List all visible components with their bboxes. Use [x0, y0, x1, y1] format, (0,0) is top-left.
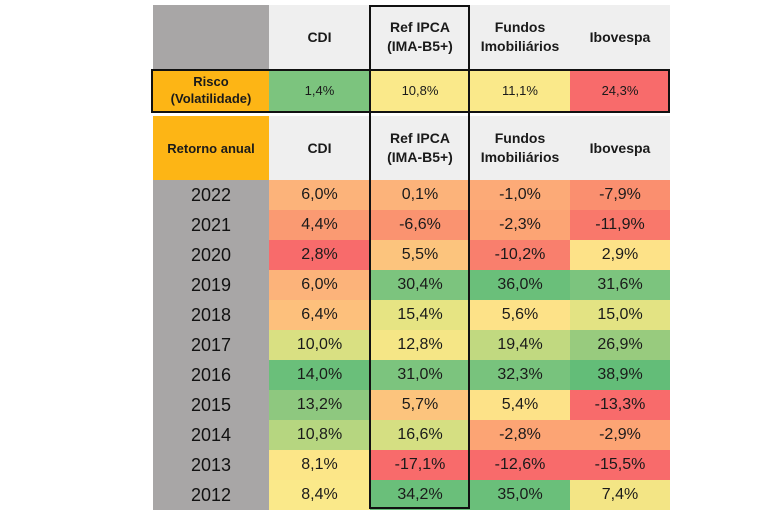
- year-cell: 2021: [153, 210, 269, 240]
- year-cell: 2014: [153, 420, 269, 450]
- table-row: 2020 2,8% 5,5% -10,2% 2,9%: [153, 240, 670, 270]
- return-fundos-imobiliarios: -12,6%: [470, 450, 570, 480]
- year-cell: 2018: [153, 300, 269, 330]
- header-fundos-imobiliarios: Fundos Imobiliários: [470, 5, 570, 69]
- table-row: 2021 4,4% -6,6% -2,3% -11,9%: [153, 210, 670, 240]
- return-fundos-imobiliarios: -2,8%: [470, 420, 570, 450]
- return-cdi: 2,8%: [269, 240, 370, 270]
- return-cdi: 4,4%: [269, 210, 370, 240]
- risk-label: Risco (Volatilidade): [153, 69, 269, 111]
- table-row: 2013 8,1% -17,1% -12,6% -15,5%: [153, 450, 670, 480]
- return-ibovespa: -7,9%: [570, 180, 670, 210]
- return-ref-ipca: 34,2%: [370, 480, 470, 510]
- returns-header-cdi: CDI: [269, 116, 370, 180]
- table-row: 2015 13,2% 5,7% 5,4% -13,3%: [153, 390, 670, 420]
- year-cell: 2022: [153, 180, 269, 210]
- return-ibovespa: 38,9%: [570, 360, 670, 390]
- table-row: 2019 6,0% 30,4% 36,0% 31,6%: [153, 270, 670, 300]
- return-cdi: 8,4%: [269, 480, 370, 510]
- return-ibovespa: -15,5%: [570, 450, 670, 480]
- year-cell: 2020: [153, 240, 269, 270]
- table-row: 2012 8,4% 34,2% 35,0% 7,4%: [153, 480, 670, 510]
- returns-label: Retorno anual: [153, 116, 269, 180]
- returns-header-row: Retorno anual CDI Ref IPCA (IMA-B5+) Fun…: [153, 116, 670, 180]
- return-cdi: 6,0%: [269, 180, 370, 210]
- year-cell: 2013: [153, 450, 269, 480]
- return-ref-ipca: 31,0%: [370, 360, 470, 390]
- header-cdi: CDI: [269, 5, 370, 69]
- return-fundos-imobiliarios: 5,4%: [470, 390, 570, 420]
- return-cdi: 6,0%: [269, 270, 370, 300]
- return-ref-ipca: 0,1%: [370, 180, 470, 210]
- risk-ibovespa: 24,3%: [570, 69, 670, 111]
- risk-row: Risco (Volatilidade) 1,4% 10,8% 11,1% 24…: [153, 69, 670, 111]
- return-fundos-imobiliarios: -2,3%: [470, 210, 570, 240]
- returns-header-fundos-imobiliarios: Fundos Imobiliários: [470, 116, 570, 180]
- return-cdi: 13,2%: [269, 390, 370, 420]
- return-cdi: 10,8%: [269, 420, 370, 450]
- return-fundos-imobiliarios: -1,0%: [470, 180, 570, 210]
- return-fundos-imobiliarios: 19,4%: [470, 330, 570, 360]
- year-cell: 2019: [153, 270, 269, 300]
- return-cdi: 14,0%: [269, 360, 370, 390]
- year-cell: 2015: [153, 390, 269, 420]
- return-fundos-imobiliarios: 36,0%: [470, 270, 570, 300]
- table-row: 2017 10,0% 12,8% 19,4% 26,9%: [153, 330, 670, 360]
- return-fundos-imobiliarios: 32,3%: [470, 360, 570, 390]
- table-row: 2022 6,0% 0,1% -1,0% -7,9%: [153, 180, 670, 210]
- table-row: 2016 14,0% 31,0% 32,3% 38,9%: [153, 360, 670, 390]
- return-ibovespa: 2,9%: [570, 240, 670, 270]
- return-ibovespa: -13,3%: [570, 390, 670, 420]
- year-cell: 2016: [153, 360, 269, 390]
- returns-header-ref-ipca: Ref IPCA (IMA-B5+): [370, 116, 470, 180]
- return-ref-ipca: -6,6%: [370, 210, 470, 240]
- table-row: 2014 10,8% 16,6% -2,8% -2,9%: [153, 420, 670, 450]
- risk-ref-ipca: 10,8%: [370, 69, 470, 111]
- return-fundos-imobiliarios: 5,6%: [470, 300, 570, 330]
- table-row: 2018 6,4% 15,4% 5,6% 15,0%: [153, 300, 670, 330]
- header-row: CDI Ref IPCA (IMA-B5+) Fundos Imobiliári…: [153, 5, 670, 69]
- return-ref-ipca: 16,6%: [370, 420, 470, 450]
- return-ref-ipca: 12,8%: [370, 330, 470, 360]
- return-ref-ipca: 5,5%: [370, 240, 470, 270]
- year-cell: 2012: [153, 480, 269, 510]
- return-ibovespa: -11,9%: [570, 210, 670, 240]
- return-cdi: 10,0%: [269, 330, 370, 360]
- header-ref-ipca: Ref IPCA (IMA-B5+): [370, 5, 470, 69]
- return-fundos-imobiliarios: 35,0%: [470, 480, 570, 510]
- return-cdi: 8,1%: [269, 450, 370, 480]
- return-ibovespa: -2,9%: [570, 420, 670, 450]
- year-cell: 2017: [153, 330, 269, 360]
- header-corner: [153, 5, 269, 69]
- return-ibovespa: 31,6%: [570, 270, 670, 300]
- return-ref-ipca: -17,1%: [370, 450, 470, 480]
- return-ibovespa: 26,9%: [570, 330, 670, 360]
- return-fundos-imobiliarios: -10,2%: [470, 240, 570, 270]
- return-ref-ipca: 30,4%: [370, 270, 470, 300]
- returns-table: CDI Ref IPCA (IMA-B5+) Fundos Imobiliári…: [153, 5, 670, 510]
- return-cdi: 6,4%: [269, 300, 370, 330]
- returns-header-ibovespa: Ibovespa: [570, 116, 670, 180]
- return-ibovespa: 7,4%: [570, 480, 670, 510]
- risk-fundos-imobiliarios: 11,1%: [470, 69, 570, 111]
- return-ref-ipca: 5,7%: [370, 390, 470, 420]
- return-ref-ipca: 15,4%: [370, 300, 470, 330]
- header-ibovespa: Ibovespa: [570, 5, 670, 69]
- data-rows: 2022 6,0% 0,1% -1,0% -7,9% 2021 4,4% -6,6% -2,3%…: [153, 180, 670, 510]
- return-ibovespa: 15,0%: [570, 300, 670, 330]
- risk-cdi: 1,4%: [269, 69, 370, 111]
